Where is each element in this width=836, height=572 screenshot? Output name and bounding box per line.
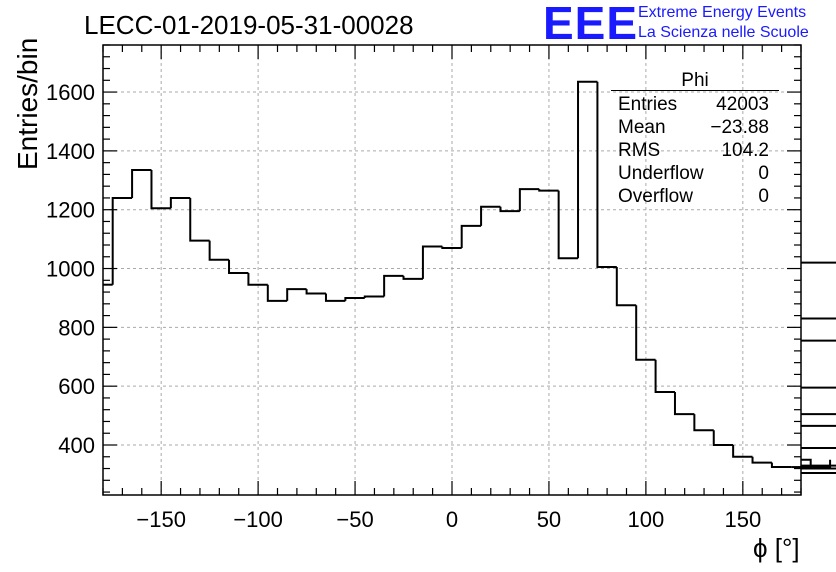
axes: −150 −100 −50 0 50 100 150 400 600 800 1000 1200 140… <box>46 44 802 532</box>
stats-row: Underflow 0 <box>611 162 779 185</box>
y-axis-label: Entries/bin <box>12 37 43 170</box>
x-tick-label: 0 <box>446 507 458 532</box>
y-tick-label: 1000 <box>46 257 95 282</box>
histogram-bin <box>363 295 385 298</box>
x-tick-label: 100 <box>628 507 665 532</box>
histogram-bin <box>635 305 656 361</box>
histogram-bin <box>615 267 637 307</box>
stats-label: Overflow <box>618 186 693 207</box>
histogram-bin <box>732 445 753 458</box>
histogram-bin <box>441 246 462 249</box>
stats-row: RMS 104.2 <box>611 139 779 162</box>
x-axis-label: ϕ [°] <box>753 533 800 563</box>
stats-label: Underflow <box>618 163 704 184</box>
grid <box>103 45 801 495</box>
histogram-bin <box>801 413 836 416</box>
stats-box: Phi Entries 42003 Mean −23.88 RMS 104.2 Und… <box>611 70 779 208</box>
histogram-bin <box>286 288 307 301</box>
histogram-bin <box>305 289 326 295</box>
stats-value: 0 <box>758 163 769 184</box>
stats-value: 0 <box>758 186 769 207</box>
histogram-series <box>103 80 836 474</box>
y-tick-label: 1600 <box>46 80 95 105</box>
logo-line-2: La Scienza nelle Scuole <box>638 24 809 41</box>
histogram-bin <box>673 392 695 416</box>
histogram-bin <box>518 188 540 212</box>
histogram-bin <box>801 464 836 467</box>
logo-caption: Extreme Energy Events La Scienza nelle S… <box>638 3 809 43</box>
x-tick-label: −100 <box>233 507 283 532</box>
stats-row: Entries 42003 <box>611 93 779 116</box>
histogram-bin <box>324 293 346 302</box>
histogram-bin <box>801 339 836 342</box>
stats-label: Entries <box>618 94 678 115</box>
histogram-bin <box>801 424 836 427</box>
histogram-bin <box>189 197 210 242</box>
histogram-bin <box>577 80 598 259</box>
x-tick-label: −50 <box>336 507 373 532</box>
y-tick-label: 400 <box>58 433 95 458</box>
stats-label: Mean <box>618 117 666 138</box>
x-tick-label: 50 <box>537 507 561 532</box>
histogram-bin <box>596 81 617 269</box>
y-tick-label: 600 <box>58 374 95 399</box>
histogram-bin <box>421 245 443 279</box>
y-tick-label: 1200 <box>46 198 95 223</box>
histogram-bin <box>402 275 423 280</box>
histogram-bin <box>751 456 772 464</box>
histogram-bin <box>247 272 268 286</box>
histogram-bin <box>538 189 559 192</box>
stats-title: Phi <box>611 70 779 91</box>
histogram-bin <box>460 224 482 248</box>
histogram-bin <box>111 196 133 285</box>
y-tick-label: 1400 <box>46 139 95 164</box>
histogram-bin <box>169 196 191 209</box>
histogram-bin <box>131 169 152 198</box>
logo-line-1: Extreme Energy Events <box>638 4 807 21</box>
stats-row: Overflow 0 <box>611 185 779 208</box>
histogram-bin <box>801 467 836 470</box>
histogram-bin <box>557 190 579 260</box>
x-tick-label: −150 <box>136 507 186 532</box>
stats-value: −23.88 <box>710 117 769 138</box>
histogram-bin <box>801 261 836 264</box>
stats-value: 42003 <box>716 94 769 115</box>
histogram-bin <box>801 471 836 474</box>
histogram-bin <box>654 359 675 394</box>
histogram-bin <box>801 317 836 320</box>
histogram-bin <box>208 240 230 261</box>
histogram-bin <box>150 170 171 210</box>
histogram-bin <box>801 459 832 469</box>
histogram-bin <box>266 284 288 302</box>
histogram-bin <box>383 274 404 297</box>
x-tick-label: 150 <box>724 507 761 532</box>
histogram-bin <box>770 462 792 469</box>
histogram-bin <box>480 205 501 226</box>
histogram-bin <box>344 296 365 301</box>
chart-title: LECC-01-2019-05-31-00028 <box>84 10 414 40</box>
histogram-bin <box>693 414 714 432</box>
stats-value: 104.2 <box>721 140 769 161</box>
histogram-bin <box>499 206 520 213</box>
stats-row: Mean −23.88 <box>611 116 779 139</box>
y-tick-label: 800 <box>58 315 95 340</box>
histogram-bin <box>228 259 249 274</box>
eee-logo: EEE <box>543 0 639 49</box>
stats-label: RMS <box>618 140 661 161</box>
histogram-bin <box>712 430 734 446</box>
histogram-bin <box>801 386 836 389</box>
